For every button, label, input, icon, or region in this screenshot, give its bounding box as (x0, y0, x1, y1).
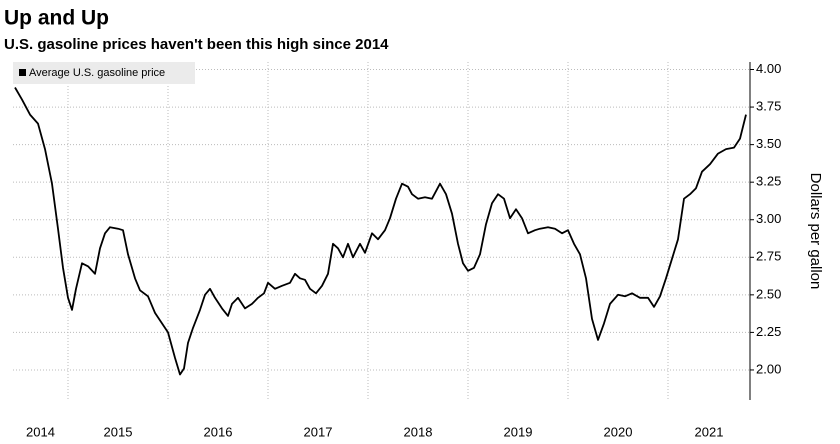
y-tick-label: 2.75 (756, 249, 781, 264)
x-tick-label: 2016 (204, 424, 233, 439)
y-axis-label: Dollars per gallon (807, 173, 824, 290)
x-tick-label: 2017 (304, 424, 333, 439)
y-tick-label: 2.00 (756, 361, 781, 376)
x-tick-label: 2018 (404, 424, 433, 439)
line-series (14, 87, 747, 376)
x-tick-label: 2015 (104, 424, 133, 439)
y-tick-label: 3.00 (756, 211, 781, 226)
x-tick-label: 2014 (26, 424, 55, 439)
chart-subtitle: U.S. gasoline prices haven't been this h… (4, 36, 389, 53)
y-tick-label: 4.00 (756, 61, 781, 76)
x-tick-label: 2019 (504, 424, 533, 439)
chart-title: Up and Up (4, 7, 109, 30)
legend-swatch (19, 69, 26, 76)
x-tick-label: 2020 (604, 424, 633, 439)
y-tick-label: 3.75 (756, 99, 781, 114)
x-tick-label: 2021 (695, 424, 724, 439)
y-tick-label: 3.25 (756, 174, 781, 189)
legend-box (13, 62, 195, 84)
y-tick-label: 2.50 (756, 286, 781, 301)
y-tick-label: 3.50 (756, 136, 781, 151)
legend-label: Average U.S. gasoline price (29, 67, 165, 79)
y-tick-label: 2.25 (756, 324, 781, 339)
